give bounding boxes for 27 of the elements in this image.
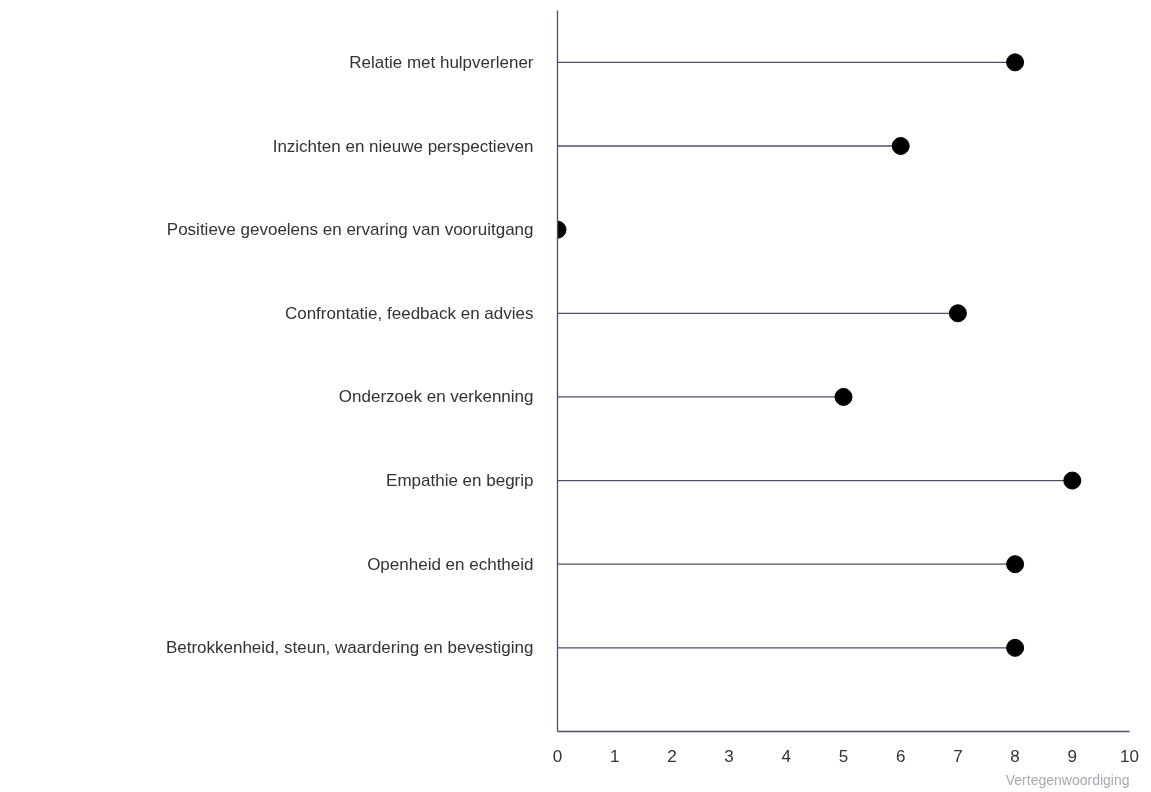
x-tick-label: 4 — [781, 746, 792, 766]
y-tick-label: Positieve gevoelens en ervaring van vooruitgang — [166, 220, 534, 240]
y-tick-label: Betrokkenheid, steun, waardering en bevestiging — [165, 638, 534, 658]
x-tick-label: 6 — [895, 746, 906, 766]
x-tick-label: 10 — [1120, 746, 1139, 766]
x-tick-label: 1 — [609, 746, 620, 766]
point — [1006, 555, 1025, 574]
x-axis-title: Vertegenwoordiging — [1005, 771, 1130, 788]
x-tick-label: 8 — [1010, 746, 1020, 766]
point — [891, 137, 910, 155]
y-tick-label: Relatie met hulpverlener — [349, 52, 534, 72]
point — [1006, 638, 1025, 657]
x-tick-label: 7 — [953, 746, 963, 766]
x-tick-label: 2 — [667, 746, 677, 766]
y-tick-label: Empathie en begrip — [386, 471, 534, 491]
point — [1006, 53, 1025, 72]
y-tick-label: Inzichten en nieuwe perspectieven — [272, 136, 534, 156]
x-tick-label: 9 — [1067, 746, 1078, 766]
x-tick-label: 5 — [838, 746, 849, 766]
point — [834, 387, 853, 406]
y-tick-label: Openheid en echtheid — [367, 554, 534, 574]
y-tick-label: Onderzoek en verkenning — [338, 387, 534, 407]
point — [1063, 471, 1082, 490]
x-tick-label: 0 — [552, 746, 563, 766]
point — [948, 304, 967, 323]
x-tick-label: 3 — [724, 746, 734, 766]
y-tick-label: Confrontatie, feedback en advies — [284, 303, 534, 323]
